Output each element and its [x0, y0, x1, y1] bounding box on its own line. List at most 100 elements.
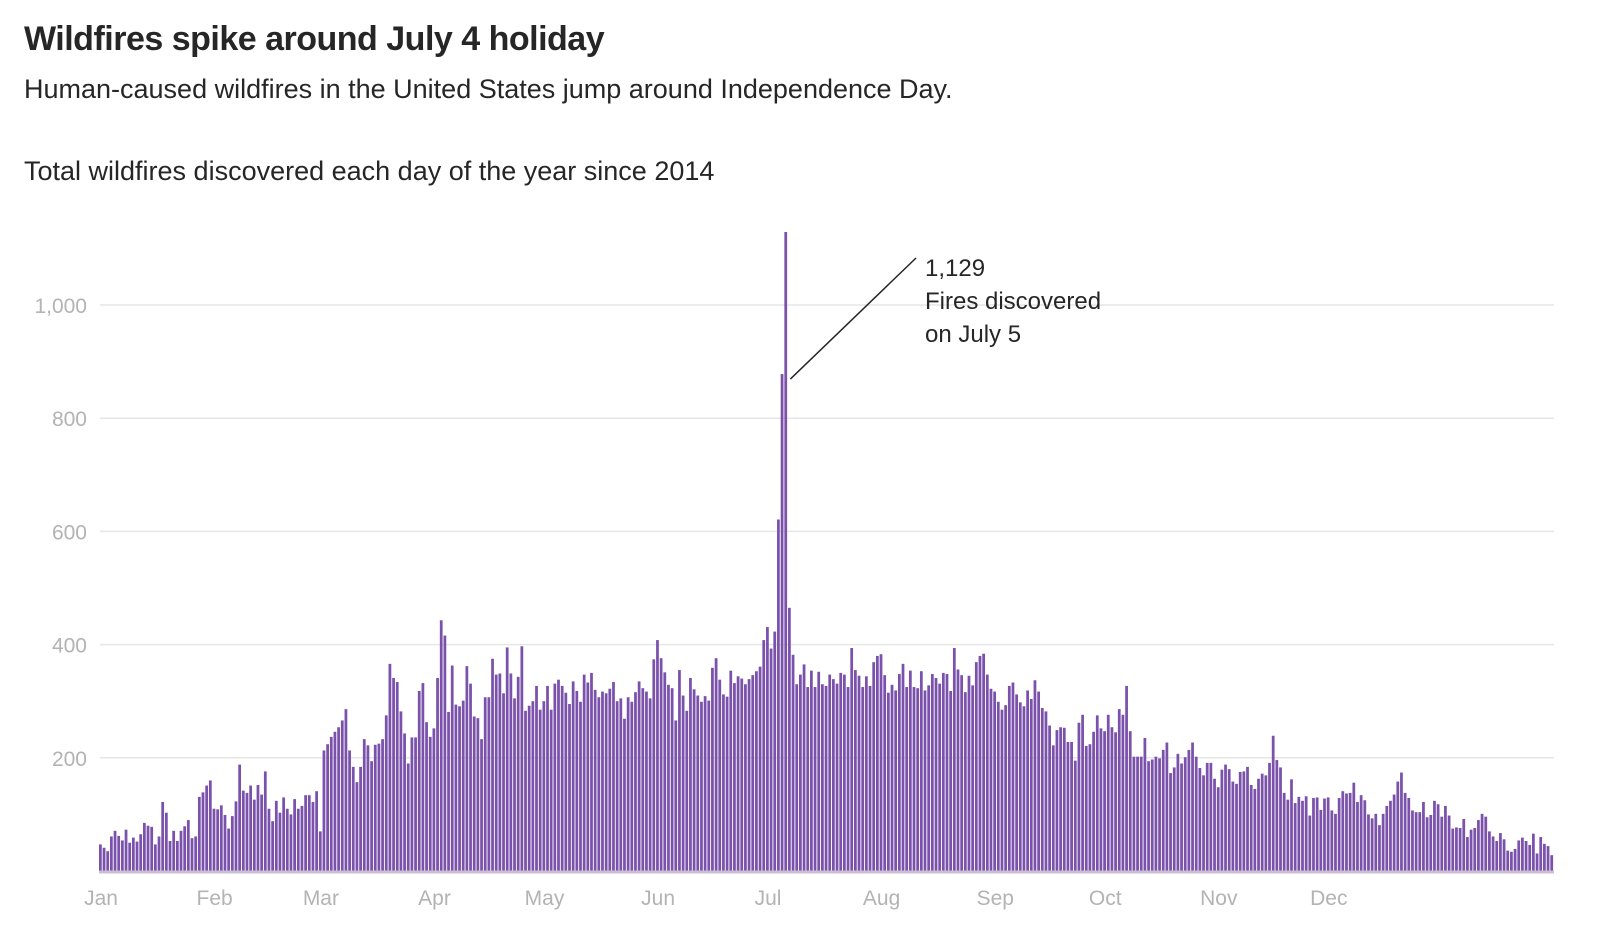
bar-day-357 — [1403, 792, 1407, 871]
bar-day-156 — [667, 684, 670, 871]
bar-day-300 — [1194, 756, 1198, 871]
x-axis: Jan Feb Mar Apr May Jun Jul Aug Sep Oct Nov Dec — [84, 887, 1347, 910]
bar-day-117 — [524, 710, 527, 871]
bar-day-311 — [1235, 783, 1238, 871]
bar-day-261 — [1051, 745, 1055, 871]
bar-day-332 — [1312, 797, 1315, 871]
bar-day-319 — [1264, 775, 1268, 871]
bar-day-63 — [326, 744, 329, 871]
bar-day-66 — [337, 727, 340, 871]
bar-day-202 — [835, 683, 839, 871]
bar-day-230 — [938, 683, 942, 871]
bar-day-283 — [1132, 756, 1136, 871]
bar-day-110 — [498, 673, 502, 871]
bar-day-305 — [1213, 778, 1216, 871]
bar-day-74 — [366, 745, 370, 871]
bar-day-159 — [678, 670, 681, 871]
bar-day-18 — [161, 801, 165, 871]
bar-day-205 — [846, 687, 850, 871]
bar-day-141 — [612, 681, 615, 871]
bar-day-201 — [832, 679, 835, 871]
bar-day-298 — [1187, 749, 1191, 871]
bar-day-356 — [1400, 772, 1403, 871]
bar-day-372 — [1458, 827, 1462, 871]
bar-day-210 — [864, 676, 868, 871]
bar-day-270 — [1084, 745, 1088, 871]
bar-day-111 — [502, 693, 505, 871]
bar-day-151 — [648, 698, 652, 871]
bar-day-310 — [1231, 781, 1235, 871]
bar-day-262 — [1055, 730, 1059, 871]
bar-day-22 — [175, 841, 179, 871]
bar-day-297 — [1183, 757, 1187, 871]
bar-day-37 — [230, 816, 234, 871]
x-tick-label: Mar — [303, 887, 339, 910]
bar-day-9 — [128, 842, 132, 871]
bar-day-295 — [1176, 753, 1180, 871]
bar-day-390 — [1524, 841, 1528, 871]
bar-day-225 — [919, 671, 923, 871]
bar-day-178 — [747, 679, 751, 871]
bar-day-294 — [1172, 767, 1176, 871]
bar-day-260 — [1048, 725, 1051, 871]
bar-day-77 — [377, 743, 381, 871]
bar-day-367 — [1440, 816, 1444, 871]
bar-day-362 — [1422, 801, 1425, 871]
bar-day-221 — [905, 687, 909, 871]
bar-day-196 — [813, 687, 817, 871]
bar-day-154 — [659, 658, 663, 871]
bar-day-299 — [1191, 742, 1194, 871]
bar-day-342 — [1348, 792, 1352, 871]
bar-day-40 — [241, 790, 245, 871]
bar-day-157 — [670, 688, 674, 871]
bar-day-242 — [982, 653, 986, 871]
bar-day-365 — [1433, 800, 1436, 871]
bar-day-46 — [263, 771, 267, 871]
bar-day-13 — [142, 822, 146, 871]
bar-day-20 — [168, 841, 172, 871]
bar-day-254 — [1026, 690, 1029, 871]
bar-day-359 — [1411, 810, 1414, 871]
bar-day-320 — [1268, 762, 1271, 871]
bar-day-371 — [1455, 827, 1458, 871]
bar-day-364 — [1429, 814, 1433, 871]
bar-day-324 — [1282, 792, 1286, 871]
bar-day-244 — [989, 688, 993, 871]
bar-day-303 — [1205, 762, 1209, 871]
bar-day-113 — [509, 673, 513, 871]
bar-day-393 — [1535, 853, 1539, 871]
bar-day-15 — [150, 826, 154, 871]
bar-day-343 — [1352, 782, 1356, 871]
bar-day-72 — [359, 766, 362, 871]
bar-day-216 — [886, 692, 890, 871]
bar-day-152 — [652, 659, 656, 871]
bar-day-214 — [879, 654, 883, 871]
bar-day-91 — [428, 736, 432, 871]
bar-day-28 — [197, 796, 201, 871]
bar-day-282 — [1128, 731, 1132, 871]
bar-day-180 — [755, 671, 758, 871]
bar-day-277 — [1110, 727, 1114, 871]
bar-day-217 — [890, 684, 894, 871]
bar-day-88 — [417, 691, 421, 871]
bar-day-53 — [289, 814, 293, 871]
y-tick-label: 600 — [52, 521, 87, 544]
bar-day-190 — [791, 654, 795, 871]
bar-day-90 — [425, 722, 428, 871]
bar-day-58 — [307, 795, 311, 871]
bar-day-348 — [1370, 818, 1374, 871]
bar-day-328 — [1297, 796, 1301, 871]
bar-day-197 — [817, 671, 821, 871]
bar-day-185 — [773, 631, 777, 871]
bar-day-273 — [1095, 715, 1099, 871]
bar-day-222 — [908, 670, 912, 871]
bar-day-105 — [480, 739, 483, 871]
bar-day-75 — [370, 761, 373, 871]
bar-day-69 — [348, 750, 351, 871]
bar-day-96 — [447, 711, 450, 871]
bar-day-31 — [208, 780, 212, 871]
bar-day-248 — [1004, 705, 1008, 871]
bar-day-249 — [1007, 685, 1011, 871]
bar-day-4 — [109, 836, 113, 871]
